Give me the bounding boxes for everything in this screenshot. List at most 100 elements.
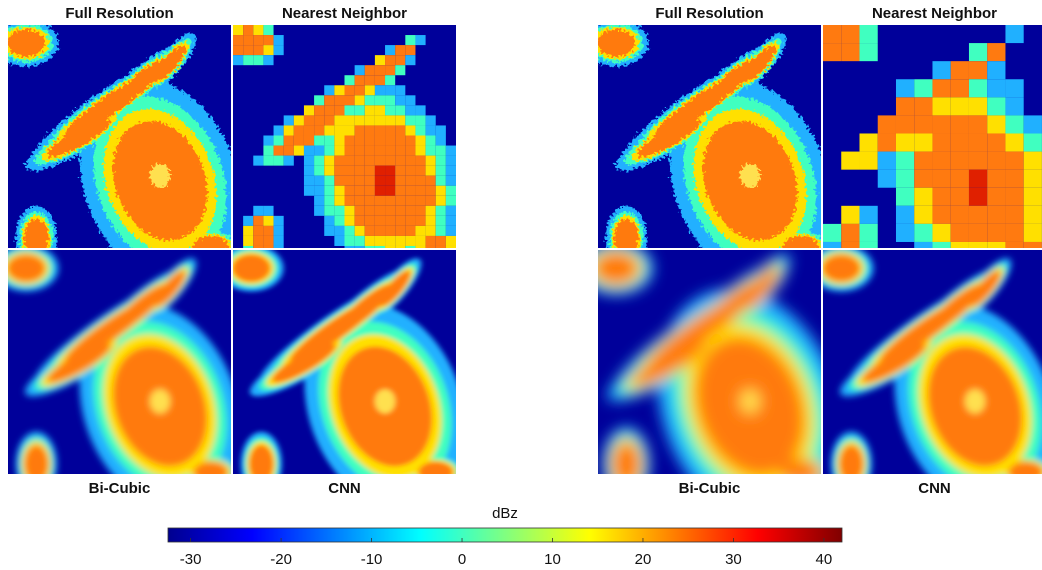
- pixel: [375, 115, 385, 125]
- pixel: [355, 166, 365, 176]
- pixel: [841, 43, 859, 61]
- pixel: [314, 146, 324, 156]
- pixel: [345, 226, 355, 236]
- pixel: [987, 61, 1005, 79]
- pixel: [415, 105, 425, 115]
- pixel: [395, 236, 405, 246]
- pixel: [951, 206, 969, 224]
- storm-blob: [613, 442, 641, 485]
- pixel: [355, 206, 365, 216]
- pixel: [314, 115, 324, 125]
- pixel: [415, 236, 425, 246]
- pixel: [436, 196, 446, 206]
- pixel: [415, 146, 425, 156]
- pixel: [1024, 206, 1042, 224]
- pixel: [914, 188, 932, 206]
- pixel: [324, 166, 334, 176]
- pixel: [253, 55, 263, 65]
- pixel: [969, 61, 987, 79]
- pixel: [951, 79, 969, 97]
- pixel: [969, 206, 987, 224]
- pixel: [334, 226, 344, 236]
- pixel: [375, 206, 385, 216]
- pixel: [446, 196, 456, 206]
- pixel: [415, 135, 425, 145]
- pixel: [385, 206, 395, 216]
- pixel: [914, 206, 932, 224]
- pixel: [345, 166, 355, 176]
- pixel: [969, 224, 987, 242]
- pixel: [1024, 188, 1042, 206]
- pixel: [284, 115, 294, 125]
- pixel: [405, 166, 415, 176]
- pixel: [304, 186, 314, 196]
- pixel: [436, 125, 446, 135]
- pixel: [355, 146, 365, 156]
- pixel: [274, 226, 284, 236]
- pixel: [334, 125, 344, 135]
- pixel: [405, 236, 415, 246]
- pixel: [951, 152, 969, 170]
- pixel: [314, 186, 324, 196]
- pixel: [345, 146, 355, 156]
- pixel: [314, 196, 324, 206]
- pixel: [914, 97, 932, 115]
- pixel: [233, 25, 243, 35]
- pixel: [395, 156, 405, 166]
- pixel: [395, 95, 405, 105]
- pixel: [345, 156, 355, 166]
- pixel: [263, 156, 273, 166]
- pixel: [1005, 170, 1023, 188]
- pixel: [1005, 97, 1023, 115]
- pixel: [436, 236, 446, 246]
- storm-core: [965, 389, 985, 413]
- pixel: [415, 156, 425, 166]
- pixel: [969, 170, 987, 188]
- pixel: [324, 105, 334, 115]
- pixel: [334, 135, 344, 145]
- pixel: [274, 135, 284, 145]
- pixel: [932, 224, 950, 242]
- pixel: [233, 55, 243, 65]
- pixel: [324, 226, 334, 236]
- pixel: [263, 216, 273, 226]
- pixel: [233, 35, 243, 45]
- pixel: [314, 156, 324, 166]
- pixel: [263, 55, 273, 65]
- pixel: [385, 236, 395, 246]
- pixel: [436, 146, 446, 156]
- pixel: [274, 146, 284, 156]
- pixel: [878, 152, 896, 170]
- pixel: [395, 55, 405, 65]
- pixel: [294, 146, 304, 156]
- storm-blob: [1008, 462, 1042, 483]
- pixel: [385, 55, 395, 65]
- pixel: [426, 186, 436, 196]
- pixel: [446, 186, 456, 196]
- storm-core: [740, 389, 760, 413]
- pixel: [405, 176, 415, 186]
- pixel: [334, 146, 344, 156]
- pixel: [415, 226, 425, 236]
- pixel: [355, 75, 365, 85]
- pixel: [896, 206, 914, 224]
- pixel: [932, 115, 950, 133]
- colorbar: [168, 528, 842, 542]
- pixel: [375, 125, 385, 135]
- storm-core: [375, 389, 395, 413]
- pixel: [987, 79, 1005, 97]
- pixel: [304, 125, 314, 135]
- pixel: [987, 97, 1005, 115]
- storm-blob: [839, 445, 863, 483]
- pixel: [365, 166, 375, 176]
- pixel: [253, 156, 263, 166]
- pixel: [932, 152, 950, 170]
- pixel: [823, 224, 841, 242]
- pixel: [415, 125, 425, 135]
- pixel: [436, 216, 446, 226]
- pixel: [436, 186, 446, 196]
- pixel: [896, 152, 914, 170]
- pixel: [345, 125, 355, 135]
- pixel: [334, 115, 344, 125]
- pixel: [385, 115, 395, 125]
